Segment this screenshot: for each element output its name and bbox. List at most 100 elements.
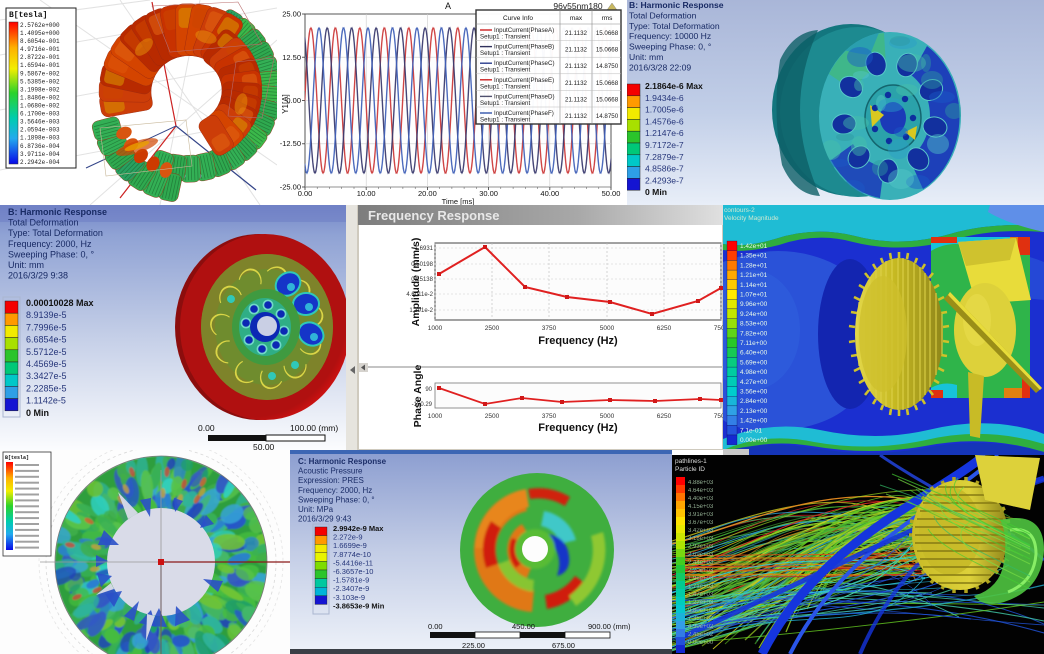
svg-text:8.6054e-001: 8.6054e-001 xyxy=(20,38,60,45)
svg-text:1.9434e-6: 1.9434e-6 xyxy=(645,93,684,103)
svg-text:2.2942e-004: 2.2942e-004 xyxy=(20,159,60,166)
svg-text:0 Min: 0 Min xyxy=(645,187,667,197)
svg-text:1000: 1000 xyxy=(428,325,443,332)
svg-text:Particle ID: Particle ID xyxy=(675,466,705,473)
svg-text:InputCurrent(PhaseC): InputCurrent(PhaseC) xyxy=(494,60,555,67)
svg-text:2.69e+03: 2.69e+03 xyxy=(688,552,714,558)
svg-text:max: max xyxy=(570,15,583,22)
svg-text:contours-2: contours-2 xyxy=(724,207,755,214)
svg-text:2.2285e-5: 2.2285e-5 xyxy=(26,383,67,393)
svg-text:0.00: 0.00 xyxy=(198,423,215,433)
svg-text:Unit: mm: Unit: mm xyxy=(629,52,663,62)
svg-text:rms: rms xyxy=(602,15,614,22)
svg-text:-3.103e-9: -3.103e-9 xyxy=(333,593,365,602)
svg-text:8.9139e-5: 8.9139e-5 xyxy=(26,310,67,320)
svg-text:2500: 2500 xyxy=(485,413,500,420)
svg-text:Setup1 : Transient: Setup1 : Transient xyxy=(480,34,530,41)
svg-text:2.4293e-7: 2.4293e-7 xyxy=(645,175,684,185)
svg-text:1.4095e+000: 1.4095e+000 xyxy=(20,30,60,37)
svg-text:50.00: 50.00 xyxy=(602,189,621,198)
svg-text:90: 90 xyxy=(425,387,432,393)
svg-text:21.1132: 21.1132 xyxy=(565,113,587,120)
svg-text:InputCurrent(PhaseA): InputCurrent(PhaseA) xyxy=(494,27,554,34)
svg-text:3.18e+03: 3.18e+03 xyxy=(688,536,714,542)
svg-text:7.8774e-10: 7.8774e-10 xyxy=(333,550,371,559)
svg-text:9.7172e-7: 9.7172e-7 xyxy=(645,140,684,150)
svg-text:Frequency (Hz): Frequency (Hz) xyxy=(538,422,618,434)
svg-text:6250: 6250 xyxy=(657,325,672,332)
svg-text:0.00010028 Max: 0.00010028 Max xyxy=(26,298,94,308)
svg-text:Frequency (Hz): Frequency (Hz) xyxy=(538,335,618,347)
svg-text:1.1898e-003: 1.1898e-003 xyxy=(20,135,60,142)
svg-text:8.53e+00: 8.53e+00 xyxy=(740,321,768,328)
svg-text:1.6931: 1.6931 xyxy=(415,246,434,252)
svg-text:1.0680e-002: 1.0680e-002 xyxy=(20,103,60,110)
svg-text:B[tesla]: B[tesla] xyxy=(9,11,47,20)
svg-text:Amplitude (mm/s): Amplitude (mm/s) xyxy=(410,238,422,327)
svg-text:1.6699e-9: 1.6699e-9 xyxy=(333,541,367,550)
svg-text:2.1864e-6 Max: 2.1864e-6 Max xyxy=(645,81,703,91)
svg-text:2.272e-9: 2.272e-9 xyxy=(333,533,363,542)
svg-text:3.91e+03: 3.91e+03 xyxy=(688,512,714,518)
svg-text:4.98e+00: 4.98e+00 xyxy=(740,369,768,376)
svg-text:9.24e+00: 9.24e+00 xyxy=(740,311,768,318)
svg-text:7.2879e-7: 7.2879e-7 xyxy=(645,152,684,162)
svg-text:96v55nm180: 96v55nm180 xyxy=(553,1,602,11)
svg-text:2016/3/29 9:38: 2016/3/29 9:38 xyxy=(8,271,68,281)
svg-text:1000: 1000 xyxy=(428,413,443,420)
svg-text:Setup1 : Transient: Setup1 : Transient xyxy=(480,100,530,107)
svg-text:20.00: 20.00 xyxy=(418,189,437,198)
svg-text:-25.00: -25.00 xyxy=(280,183,301,192)
svg-text:Frequency: 2000, Hz: Frequency: 2000, Hz xyxy=(8,239,92,249)
svg-text:1.96e+03: 1.96e+03 xyxy=(688,576,714,582)
svg-text:Acoustic Pressure: Acoustic Pressure xyxy=(298,467,363,476)
svg-text:1.7005e-6: 1.7005e-6 xyxy=(645,105,684,115)
svg-text:-2.3407e-9: -2.3407e-9 xyxy=(333,584,369,593)
svg-text:0.00: 0.00 xyxy=(428,622,443,631)
svg-text:InputCurrent(PhaseD): InputCurrent(PhaseD) xyxy=(494,93,555,100)
svg-text:3.3427e-5: 3.3427e-5 xyxy=(26,371,67,381)
svg-text:4.27e+00: 4.27e+00 xyxy=(740,379,768,386)
svg-text:40.00: 40.00 xyxy=(540,189,559,198)
svg-text:2.5762e+000: 2.5762e+000 xyxy=(20,22,60,29)
svg-text:450.00: 450.00 xyxy=(512,622,535,631)
svg-text:9.5867e-002: 9.5867e-002 xyxy=(20,70,60,77)
svg-text:Total Deformation: Total Deformation xyxy=(629,10,697,20)
svg-text:Type: Total Deformation: Type: Total Deformation xyxy=(8,228,103,238)
svg-text:2.0594e-003: 2.0594e-003 xyxy=(20,127,60,134)
svg-text:-1.5781e-9: -1.5781e-9 xyxy=(333,576,369,585)
svg-text:2.84e+00: 2.84e+00 xyxy=(740,398,768,405)
svg-text:15.0668: 15.0668 xyxy=(596,96,619,103)
svg-text:15.0668: 15.0668 xyxy=(596,47,619,54)
svg-text:Velocity Magnitude: Velocity Magnitude xyxy=(724,215,779,222)
svg-text:1.71e+03: 1.71e+03 xyxy=(688,584,714,590)
svg-text:3.1998e-002: 3.1998e-002 xyxy=(20,86,60,93)
svg-text:21.1132: 21.1132 xyxy=(565,63,587,70)
svg-text:7.82e+00: 7.82e+00 xyxy=(740,330,768,337)
svg-text:Frequency: 2000, Hz: Frequency: 2000, Hz xyxy=(298,486,372,495)
svg-text:Setup1 : Transient: Setup1 : Transient xyxy=(480,67,530,74)
svg-text:Unit: MPa: Unit: MPa xyxy=(298,505,334,514)
svg-text:B: Harmonic Response: B: Harmonic Response xyxy=(8,207,107,217)
svg-text:14.8750: 14.8750 xyxy=(596,113,619,120)
svg-text:2500: 2500 xyxy=(485,325,500,332)
svg-text:Unit: mm: Unit: mm xyxy=(8,260,44,270)
svg-text:Sweeping Phase: 0, °: Sweeping Phase: 0, ° xyxy=(8,249,95,259)
svg-text:Phase Angle: Phase Angle xyxy=(412,365,424,428)
svg-text:1.2147e-6: 1.2147e-6 xyxy=(645,128,684,138)
svg-text:2.20e+03: 2.20e+03 xyxy=(688,568,714,574)
svg-text:7.35e+02: 7.35e+02 xyxy=(688,616,714,622)
svg-text:1.1142e-5: 1.1142e-5 xyxy=(26,396,66,406)
svg-text:0.00e+00: 0.00e+00 xyxy=(688,640,714,646)
svg-text:-5.4416e-11: -5.4416e-11 xyxy=(333,558,373,567)
svg-text:2016/3/29 9:43: 2016/3/29 9:43 xyxy=(298,515,352,524)
svg-text:3750: 3750 xyxy=(542,325,557,332)
svg-text:Y1[A]: Y1[A] xyxy=(281,94,290,114)
svg-text:1.28e+01: 1.28e+01 xyxy=(740,262,768,269)
svg-text:30.00: 30.00 xyxy=(479,189,498,198)
svg-text:6.1700e-003: 6.1700e-003 xyxy=(20,111,60,118)
svg-text:B: Harmonic Response: B: Harmonic Response xyxy=(629,0,724,10)
svg-text:1.21e+01: 1.21e+01 xyxy=(740,272,768,279)
svg-text:2.44e+03: 2.44e+03 xyxy=(688,560,714,566)
svg-text:1.391e-2: 1.391e-2 xyxy=(409,308,433,314)
